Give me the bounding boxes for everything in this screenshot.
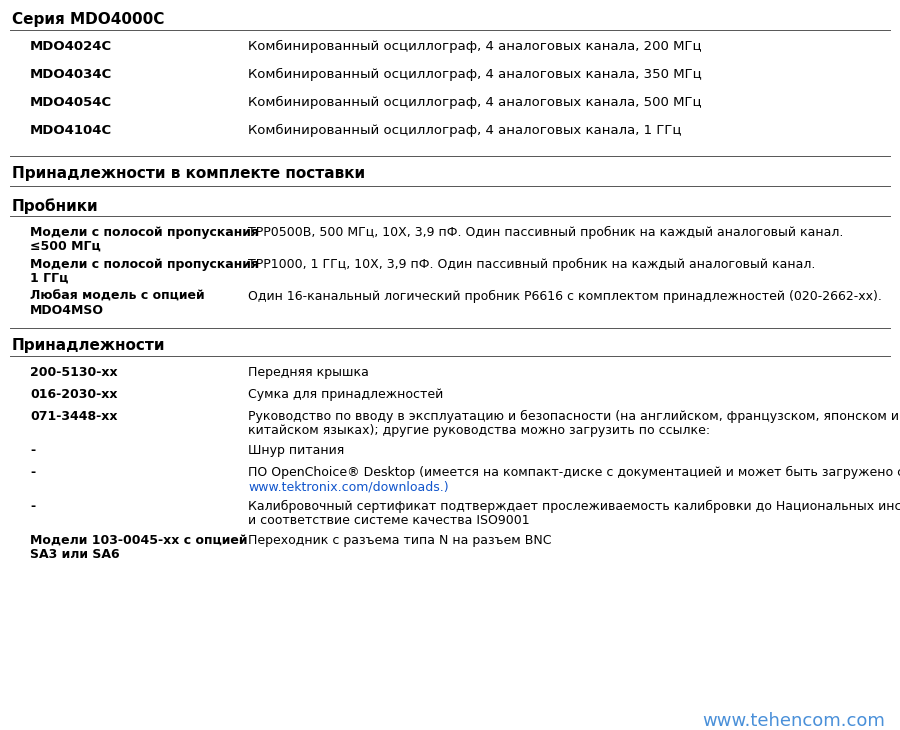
Text: Пробники: Пробники [12, 198, 99, 214]
Text: ТРР1000, 1 ГГц, 10Х, 3,9 пФ. Один пассивный пробник на каждый аналоговый канал.: ТРР1000, 1 ГГц, 10Х, 3,9 пФ. Один пассив… [248, 258, 815, 271]
Text: 016-2030-хх: 016-2030-хх [30, 388, 118, 401]
Text: MDO4MSO: MDO4MSO [30, 304, 104, 317]
Text: Шнур питания: Шнур питания [248, 444, 344, 457]
Text: Принадлежности: Принадлежности [12, 338, 166, 353]
Text: и соответствие системе качества ISO9001: и соответствие системе качества ISO9001 [248, 514, 529, 527]
Text: Принадлежности в комплекте поставки: Принадлежности в комплекте поставки [12, 166, 365, 181]
Text: Модели с полосой пропускания: Модели с полосой пропускания [30, 226, 259, 239]
Text: MDO4104C: MDO4104C [30, 124, 112, 137]
Text: www.tektronix.com/downloads.): www.tektronix.com/downloads.) [248, 480, 448, 493]
Text: ПО OpenChoice® Desktop (имеется на компакт-диске с документацией и может быть за: ПО OpenChoice® Desktop (имеется на компа… [248, 466, 900, 479]
Text: www.tehencom.com: www.tehencom.com [702, 712, 885, 730]
Text: Модели с полосой пропускания: Модели с полосой пропускания [30, 258, 259, 271]
Text: Комбинированный осциллограф, 4 аналоговых канала, 500 МГц: Комбинированный осциллограф, 4 аналоговы… [248, 96, 702, 109]
Text: Серия MDO4000C: Серия MDO4000C [12, 12, 165, 27]
Text: Любая модель с опцией: Любая модель с опцией [30, 290, 204, 303]
Text: MDO4034C: MDO4034C [30, 68, 112, 81]
Text: ТРР0500В, 500 МГц, 10Х, 3,9 пФ. Один пассивный пробник на каждый аналоговый кана: ТРР0500В, 500 МГц, 10Х, 3,9 пФ. Один пас… [248, 226, 843, 239]
Text: Один 16-канальный логический пробник P6616 с комплектом принадлежностей (020-266: Один 16-канальный логический пробник P66… [248, 290, 882, 303]
Text: Передняя крышка: Передняя крышка [248, 366, 369, 379]
Text: 1 ГГц: 1 ГГц [30, 272, 68, 285]
Text: Сумка для принадлежностей: Сумка для принадлежностей [248, 388, 443, 401]
Text: Калибровочный сертификат подтверждает прослеживаемость калибровки до Национальны: Калибровочный сертификат подтверждает пр… [248, 500, 900, 513]
Text: Комбинированный осциллограф, 4 аналоговых канала, 350 МГц: Комбинированный осциллограф, 4 аналоговы… [248, 68, 702, 81]
Text: китайском языках); другие руководства можно загрузить по ссылке:: китайском языках); другие руководства мо… [248, 424, 710, 437]
Text: MDO4024C: MDO4024C [30, 40, 112, 53]
Text: 200-5130-хх: 200-5130-хх [30, 366, 118, 379]
Text: Руководство по вводу в эксплуатацию и безопасности (на английском, французском, : Руководство по вводу в эксплуатацию и бе… [248, 410, 900, 423]
Text: ≤500 МГц: ≤500 МГц [30, 240, 101, 253]
Text: MDO4054C: MDO4054C [30, 96, 112, 109]
Text: -: - [30, 444, 35, 457]
Text: SA3 или SA6: SA3 или SA6 [30, 548, 120, 561]
Text: Переходник с разъема типа N на разъем BNC: Переходник с разъема типа N на разъем BN… [248, 534, 552, 547]
Text: Комбинированный осциллограф, 4 аналоговых канала, 200 МГц: Комбинированный осциллограф, 4 аналоговы… [248, 40, 702, 53]
Text: Модели 103-0045-хх с опцией: Модели 103-0045-хх с опцией [30, 534, 248, 547]
Text: Комбинированный осциллограф, 4 аналоговых канала, 1 ГГц: Комбинированный осциллограф, 4 аналоговы… [248, 124, 681, 137]
Text: 071-3448-хх: 071-3448-хх [30, 410, 118, 423]
Text: -: - [30, 466, 35, 479]
Text: -: - [30, 500, 35, 513]
